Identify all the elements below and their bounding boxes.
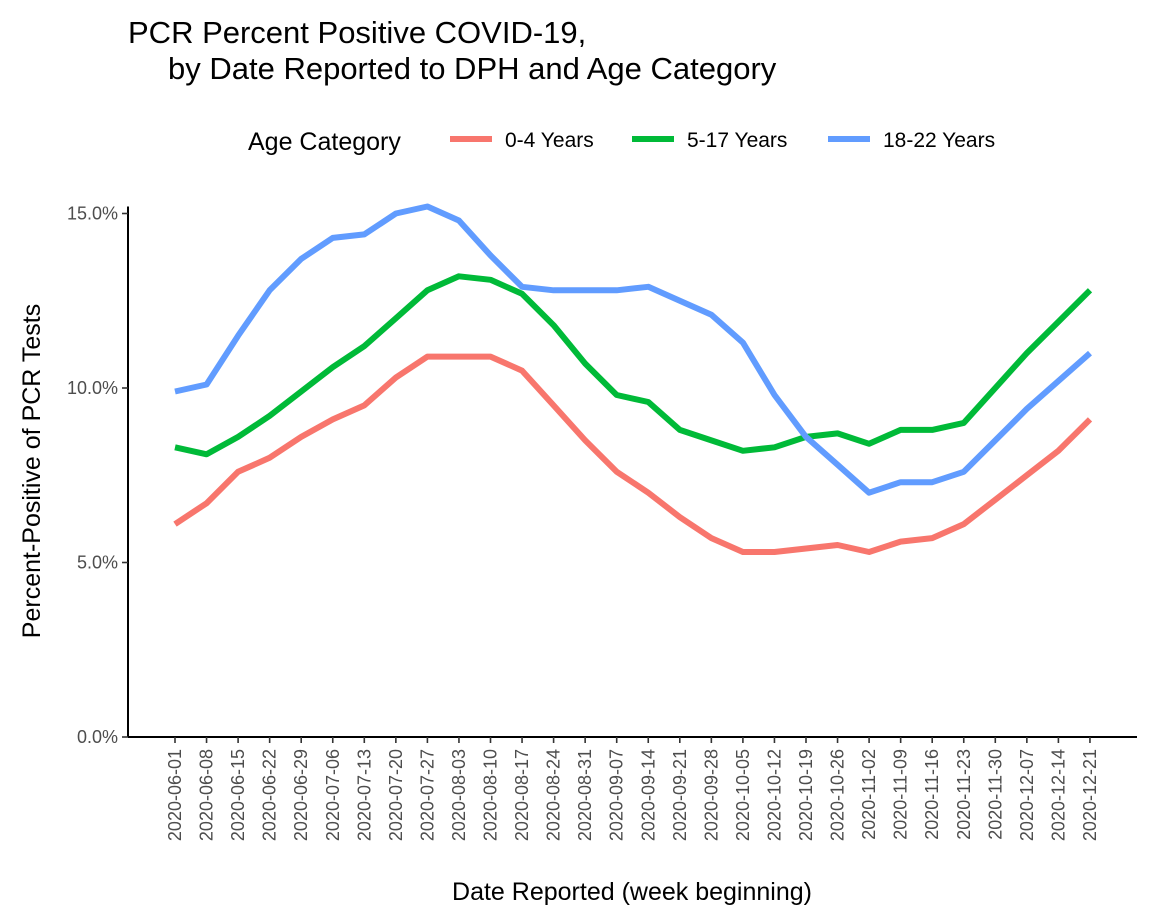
x-tick-label: 2020-06-22 xyxy=(260,749,280,841)
x-tick-label: 2020-10-05 xyxy=(733,749,753,841)
y-axis: 0.0% 5.0% 10.0% 15.0% xyxy=(67,204,129,747)
y-tick-label: 0.0% xyxy=(77,727,118,747)
y-axis-title: Percent-Positive of PCR Tests xyxy=(18,304,46,638)
legend-label-3: 18-22 Years xyxy=(883,129,995,152)
legend-label-2: 5-17 Years xyxy=(687,129,787,152)
x-tick-label: 2020-11-30 xyxy=(985,749,1005,840)
x-tick-label: 2020-11-09 xyxy=(891,749,911,840)
x-tick-label: 2020-06-15 xyxy=(228,749,248,841)
x-tick-label: 2020-11-23 xyxy=(954,749,974,840)
x-axis-title: Date Reported (week beginning) xyxy=(452,878,812,906)
x-tick-label: 2020-10-26 xyxy=(828,749,848,841)
y-tick-label: 15.0% xyxy=(67,204,118,224)
y-tick-label: 10.0% xyxy=(67,378,118,398)
x-tick-label: 2020-06-08 xyxy=(197,749,217,841)
x-tick-label: 2020-08-10 xyxy=(481,749,501,841)
x-axis: 2020-06-01 2020-06-08 2020-06-15 2020-06-22… xyxy=(128,736,1137,841)
legend-label-1: 0-4 Years xyxy=(505,129,594,152)
x-tick-label: 2020-06-29 xyxy=(291,749,311,841)
x-tick-label: 2020-10-19 xyxy=(796,749,816,841)
x-tick-label: 2020-09-07 xyxy=(607,749,627,841)
series-line-1 xyxy=(173,353,1093,555)
legend: Age Category 0-4 Years 5-17 Years 18-22 Ye… xyxy=(248,128,995,156)
x-tick-label: 2020-08-03 xyxy=(449,749,469,841)
x-tick-label: 2020-06-01 xyxy=(165,749,185,841)
y-tick-label: 5.0% xyxy=(77,553,118,573)
x-tick-label: 2020-09-14 xyxy=(638,749,658,841)
x-tick-label: 2020-12-14 xyxy=(1048,749,1068,841)
x-tick-label: 2020-12-07 xyxy=(1017,749,1037,841)
series-line-3 xyxy=(174,203,1092,496)
chart-subtitle: by Date Reported to DPH and Age Category xyxy=(168,51,777,86)
legend-title: Age Category xyxy=(248,128,401,156)
x-tick-label: 2020-12-21 xyxy=(1080,749,1100,841)
x-tick-label: 2020-09-21 xyxy=(670,749,690,841)
x-tick-label: 2020-07-27 xyxy=(417,749,437,841)
x-tick-label: 2020-08-31 xyxy=(575,749,595,841)
x-tick-label: 2020-07-13 xyxy=(354,749,374,841)
chart-title: PCR Percent Positive COVID-19, xyxy=(128,15,586,50)
x-tick-label: 2020-08-17 xyxy=(512,749,532,841)
series-line-2 xyxy=(174,273,1093,458)
x-tick-label: 2020-08-24 xyxy=(544,749,564,841)
x-tick-label: 2020-09-28 xyxy=(701,749,721,841)
x-tick-label: 2020-11-16 xyxy=(922,749,942,840)
x-tick-label: 2020-11-02 xyxy=(859,749,879,840)
x-tick-label: 2020-10-12 xyxy=(764,749,784,841)
x-tick-label: 2020-07-20 xyxy=(386,749,406,841)
plot-lines xyxy=(173,203,1093,555)
x-tick-label: 2020-07-06 xyxy=(323,749,343,841)
